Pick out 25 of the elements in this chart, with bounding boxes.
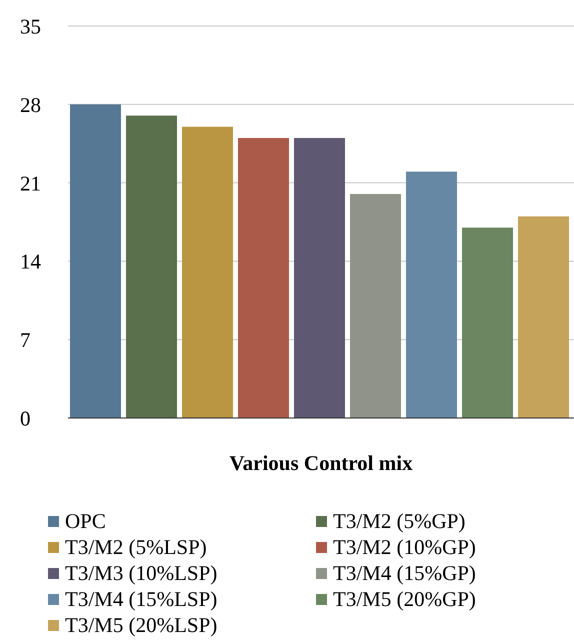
- bar: [462, 228, 513, 418]
- bar: [350, 194, 401, 418]
- legend-label: T3/M2 (10%GP): [333, 534, 476, 560]
- y-tick-label: 28: [20, 92, 41, 117]
- legend-label: T3/M2 (5%GP): [333, 508, 466, 534]
- y-tick-label: 14: [20, 250, 42, 274]
- bar: [518, 216, 569, 418]
- legend-label: T3/M5 (20%LSP): [65, 612, 218, 638]
- bar: [182, 126, 233, 418]
- legend-label: T3/M4 (15%LSP): [65, 586, 218, 612]
- bar: [238, 138, 289, 418]
- legend-label: T3/M3 (10%LSP): [65, 560, 218, 586]
- y-tick-label: 7: [20, 328, 30, 352]
- y-tick-label: 0: [20, 406, 30, 430]
- bar: [70, 104, 121, 418]
- y-tick-label: 21: [20, 171, 41, 196]
- legend-label: T3/M5 (20%GP): [333, 586, 476, 612]
- legend-label: T3/M2 (5%LSP): [65, 534, 207, 560]
- x-axis-title: Various Control mix: [229, 451, 414, 475]
- bar: [406, 172, 457, 418]
- legend-label: T3/M4 (15%GP): [333, 560, 476, 586]
- bar: [126, 116, 177, 418]
- y-tick-label: 35: [20, 14, 41, 38]
- legend-label: OPC: [65, 508, 106, 534]
- bar: [294, 138, 345, 418]
